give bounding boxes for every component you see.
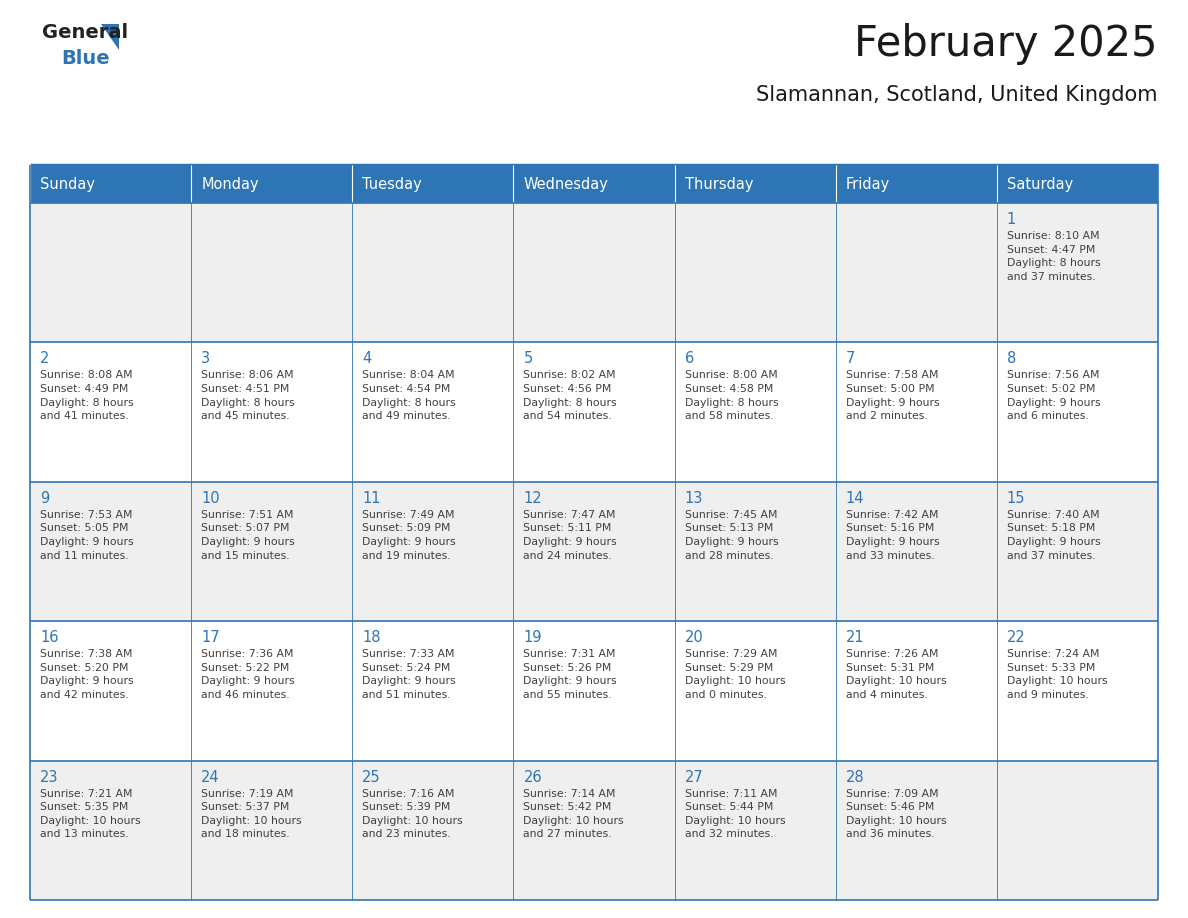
Text: Sunrise: 7:42 AM
Sunset: 5:16 PM
Daylight: 9 hours
and 33 minutes.: Sunrise: 7:42 AM Sunset: 5:16 PM Dayligh… — [846, 509, 940, 561]
Text: 16: 16 — [40, 630, 58, 645]
Bar — [30, 621, 1158, 761]
Text: Sunrise: 7:26 AM
Sunset: 5:31 PM
Daylight: 10 hours
and 4 minutes.: Sunrise: 7:26 AM Sunset: 5:31 PM Dayligh… — [846, 649, 947, 700]
Bar — [30, 165, 191, 203]
Text: 9: 9 — [40, 491, 49, 506]
Text: 10: 10 — [201, 491, 220, 506]
Text: Sunrise: 7:58 AM
Sunset: 5:00 PM
Daylight: 9 hours
and 2 minutes.: Sunrise: 7:58 AM Sunset: 5:00 PM Dayligh… — [846, 370, 940, 421]
Text: Sunrise: 7:11 AM
Sunset: 5:44 PM
Daylight: 10 hours
and 32 minutes.: Sunrise: 7:11 AM Sunset: 5:44 PM Dayligh… — [684, 789, 785, 839]
Text: 21: 21 — [846, 630, 865, 645]
Text: 22: 22 — [1007, 630, 1025, 645]
Bar — [30, 482, 1158, 621]
Text: 8: 8 — [1007, 352, 1016, 366]
Text: 26: 26 — [524, 769, 542, 785]
Text: Sunrise: 8:06 AM
Sunset: 4:51 PM
Daylight: 8 hours
and 45 minutes.: Sunrise: 8:06 AM Sunset: 4:51 PM Dayligh… — [201, 370, 295, 421]
Text: Sunrise: 7:53 AM
Sunset: 5:05 PM
Daylight: 9 hours
and 11 minutes.: Sunrise: 7:53 AM Sunset: 5:05 PM Dayligh… — [40, 509, 133, 561]
Text: Sunrise: 7:21 AM
Sunset: 5:35 PM
Daylight: 10 hours
and 13 minutes.: Sunrise: 7:21 AM Sunset: 5:35 PM Dayligh… — [40, 789, 140, 839]
Text: Sunrise: 7:19 AM
Sunset: 5:37 PM
Daylight: 10 hours
and 18 minutes.: Sunrise: 7:19 AM Sunset: 5:37 PM Dayligh… — [201, 789, 302, 839]
Text: 1: 1 — [1007, 212, 1016, 227]
Text: Sunrise: 7:14 AM
Sunset: 5:42 PM
Daylight: 10 hours
and 27 minutes.: Sunrise: 7:14 AM Sunset: 5:42 PM Dayligh… — [524, 789, 624, 839]
Text: 28: 28 — [846, 769, 865, 785]
Text: Sunrise: 7:24 AM
Sunset: 5:33 PM
Daylight: 10 hours
and 9 minutes.: Sunrise: 7:24 AM Sunset: 5:33 PM Dayligh… — [1007, 649, 1107, 700]
Text: 11: 11 — [362, 491, 381, 506]
Bar — [30, 342, 1158, 482]
Text: 15: 15 — [1007, 491, 1025, 506]
Text: Blue: Blue — [61, 49, 109, 68]
Text: 25: 25 — [362, 769, 381, 785]
Text: Sunrise: 7:47 AM
Sunset: 5:11 PM
Daylight: 9 hours
and 24 minutes.: Sunrise: 7:47 AM Sunset: 5:11 PM Dayligh… — [524, 509, 617, 561]
Text: Sunrise: 7:09 AM
Sunset: 5:46 PM
Daylight: 10 hours
and 36 minutes.: Sunrise: 7:09 AM Sunset: 5:46 PM Dayligh… — [846, 789, 947, 839]
Text: Sunrise: 7:31 AM
Sunset: 5:26 PM
Daylight: 9 hours
and 55 minutes.: Sunrise: 7:31 AM Sunset: 5:26 PM Dayligh… — [524, 649, 617, 700]
Text: Sunrise: 8:02 AM
Sunset: 4:56 PM
Daylight: 8 hours
and 54 minutes.: Sunrise: 8:02 AM Sunset: 4:56 PM Dayligh… — [524, 370, 617, 421]
Text: 23: 23 — [40, 769, 58, 785]
Bar — [191, 165, 353, 203]
Bar — [353, 165, 513, 203]
Text: 13: 13 — [684, 491, 703, 506]
Text: Sunrise: 8:08 AM
Sunset: 4:49 PM
Daylight: 8 hours
and 41 minutes.: Sunrise: 8:08 AM Sunset: 4:49 PM Dayligh… — [40, 370, 133, 421]
Text: Sunrise: 7:40 AM
Sunset: 5:18 PM
Daylight: 9 hours
and 37 minutes.: Sunrise: 7:40 AM Sunset: 5:18 PM Dayligh… — [1007, 509, 1100, 561]
Text: Slamannan, Scotland, United Kingdom: Slamannan, Scotland, United Kingdom — [757, 85, 1158, 105]
Text: 18: 18 — [362, 630, 381, 645]
Polygon shape — [101, 24, 120, 50]
Bar — [30, 203, 1158, 342]
Text: 12: 12 — [524, 491, 542, 506]
Text: General: General — [42, 23, 128, 42]
Text: 24: 24 — [201, 769, 220, 785]
Text: Sunday: Sunday — [40, 176, 95, 192]
Bar — [997, 165, 1158, 203]
Text: Sunrise: 7:38 AM
Sunset: 5:20 PM
Daylight: 9 hours
and 42 minutes.: Sunrise: 7:38 AM Sunset: 5:20 PM Dayligh… — [40, 649, 133, 700]
Bar — [675, 165, 835, 203]
Text: 27: 27 — [684, 769, 703, 785]
Text: Wednesday: Wednesday — [524, 176, 608, 192]
Text: 2: 2 — [40, 352, 50, 366]
Text: Sunrise: 7:36 AM
Sunset: 5:22 PM
Daylight: 9 hours
and 46 minutes.: Sunrise: 7:36 AM Sunset: 5:22 PM Dayligh… — [201, 649, 295, 700]
Text: 3: 3 — [201, 352, 210, 366]
Text: Sunrise: 7:33 AM
Sunset: 5:24 PM
Daylight: 9 hours
and 51 minutes.: Sunrise: 7:33 AM Sunset: 5:24 PM Dayligh… — [362, 649, 456, 700]
Text: Sunrise: 7:51 AM
Sunset: 5:07 PM
Daylight: 9 hours
and 15 minutes.: Sunrise: 7:51 AM Sunset: 5:07 PM Dayligh… — [201, 509, 295, 561]
Text: 4: 4 — [362, 352, 372, 366]
Bar — [30, 761, 1158, 900]
Text: 6: 6 — [684, 352, 694, 366]
Text: Sunrise: 7:49 AM
Sunset: 5:09 PM
Daylight: 9 hours
and 19 minutes.: Sunrise: 7:49 AM Sunset: 5:09 PM Dayligh… — [362, 509, 456, 561]
Text: Sunrise: 8:10 AM
Sunset: 4:47 PM
Daylight: 8 hours
and 37 minutes.: Sunrise: 8:10 AM Sunset: 4:47 PM Dayligh… — [1007, 231, 1100, 282]
Bar — [835, 165, 997, 203]
Text: 14: 14 — [846, 491, 864, 506]
Text: Friday: Friday — [846, 176, 890, 192]
Text: February 2025: February 2025 — [854, 23, 1158, 65]
Text: Sunrise: 7:29 AM
Sunset: 5:29 PM
Daylight: 10 hours
and 0 minutes.: Sunrise: 7:29 AM Sunset: 5:29 PM Dayligh… — [684, 649, 785, 700]
Text: Tuesday: Tuesday — [362, 176, 422, 192]
Text: Monday: Monday — [201, 176, 259, 192]
Text: Thursday: Thursday — [684, 176, 753, 192]
Text: Sunrise: 7:16 AM
Sunset: 5:39 PM
Daylight: 10 hours
and 23 minutes.: Sunrise: 7:16 AM Sunset: 5:39 PM Dayligh… — [362, 789, 463, 839]
Text: Sunrise: 8:04 AM
Sunset: 4:54 PM
Daylight: 8 hours
and 49 minutes.: Sunrise: 8:04 AM Sunset: 4:54 PM Dayligh… — [362, 370, 456, 421]
Text: 20: 20 — [684, 630, 703, 645]
Text: Sunrise: 7:56 AM
Sunset: 5:02 PM
Daylight: 9 hours
and 6 minutes.: Sunrise: 7:56 AM Sunset: 5:02 PM Dayligh… — [1007, 370, 1100, 421]
Text: Sunrise: 8:00 AM
Sunset: 4:58 PM
Daylight: 8 hours
and 58 minutes.: Sunrise: 8:00 AM Sunset: 4:58 PM Dayligh… — [684, 370, 778, 421]
Text: 5: 5 — [524, 352, 532, 366]
Text: 17: 17 — [201, 630, 220, 645]
Text: 19: 19 — [524, 630, 542, 645]
Bar — [513, 165, 675, 203]
Text: 7: 7 — [846, 352, 855, 366]
Text: Saturday: Saturday — [1007, 176, 1073, 192]
Text: Sunrise: 7:45 AM
Sunset: 5:13 PM
Daylight: 9 hours
and 28 minutes.: Sunrise: 7:45 AM Sunset: 5:13 PM Dayligh… — [684, 509, 778, 561]
